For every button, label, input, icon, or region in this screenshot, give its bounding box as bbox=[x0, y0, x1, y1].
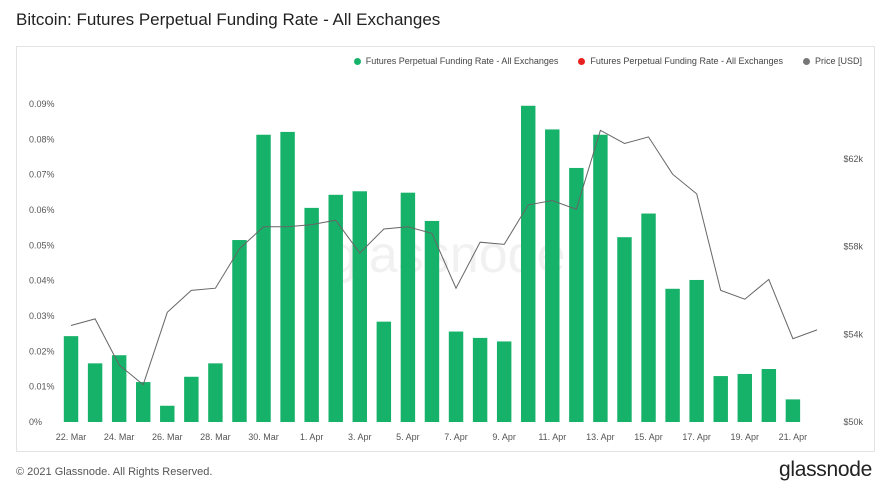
y-left-tick-label: 0.05% bbox=[29, 240, 55, 250]
x-tick-label: 7. Apr bbox=[444, 432, 468, 442]
legend-item-funding-rate[interactable]: Futures Perpetual Funding Rate - All Exc… bbox=[353, 56, 559, 66]
bar bbox=[256, 134, 271, 422]
bar bbox=[208, 363, 223, 422]
y-left-tick-label: 0% bbox=[29, 417, 42, 427]
bar bbox=[184, 376, 199, 422]
legend-dot-icon bbox=[802, 57, 810, 65]
bar bbox=[665, 288, 680, 422]
legend-dot-icon bbox=[353, 57, 361, 65]
legend-label: Futures Perpetual Funding Rate - All Exc… bbox=[590, 56, 783, 66]
legend-item-price[interactable]: Price [USD] bbox=[802, 56, 862, 66]
bar bbox=[617, 237, 632, 422]
y-left-tick-label: 0.03% bbox=[29, 311, 55, 321]
page-title: Bitcoin: Futures Perpetual Funding Rate … bbox=[16, 10, 441, 29]
price-line bbox=[70, 129, 818, 386]
bar bbox=[352, 191, 367, 422]
x-tick-label: 24. Mar bbox=[104, 432, 135, 442]
copyright-text: © 2021 Glassnode. All Rights Reserved. bbox=[16, 466, 213, 478]
x-tick-label: 21. Apr bbox=[779, 432, 808, 442]
legend-dot-icon bbox=[578, 57, 586, 65]
legend-label: Price [USD] bbox=[814, 56, 862, 66]
legend-item-funding-rate-negative[interactable]: Futures Perpetual Funding Rate - All Exc… bbox=[578, 56, 783, 66]
y-right-tick-label: $58k bbox=[843, 242, 863, 252]
y-left-tick-label: 0.01% bbox=[29, 382, 55, 392]
y-left-tick-label: 0.08% bbox=[29, 134, 55, 144]
bar bbox=[63, 336, 79, 422]
bar bbox=[160, 405, 175, 422]
bar bbox=[593, 134, 608, 422]
glassnode-logo[interactable]: glassnode bbox=[778, 458, 872, 481]
bar bbox=[280, 131, 295, 422]
bar bbox=[737, 373, 752, 422]
x-tick-label: 28. Mar bbox=[200, 432, 231, 442]
bar bbox=[641, 213, 656, 422]
x-tick-label: 22. Mar bbox=[56, 432, 87, 442]
bar bbox=[328, 194, 343, 422]
x-tick-label: 19. Apr bbox=[731, 432, 760, 442]
bar bbox=[689, 279, 704, 422]
y-right-tick-label: $50k bbox=[843, 417, 863, 427]
y-left-tick-label: 0.04% bbox=[29, 276, 55, 286]
chart-panel: Futures Perpetual Funding Rate - All Exc… bbox=[16, 46, 875, 452]
x-tick-label: 30. Mar bbox=[248, 432, 279, 442]
bar bbox=[472, 337, 488, 422]
bar bbox=[136, 382, 151, 422]
x-tick-label: 3. Apr bbox=[348, 432, 372, 442]
x-tick-label: 15. Apr bbox=[634, 432, 663, 442]
funding-rate-chart: glassnode0%0.01%0.02%0.03%0.04%0.05%0.06… bbox=[29, 99, 863, 442]
bar bbox=[713, 376, 728, 422]
bar bbox=[304, 207, 319, 422]
bar bbox=[761, 369, 777, 422]
bar bbox=[111, 355, 127, 422]
y-left-tick-label: 0.09% bbox=[29, 99, 55, 109]
bar bbox=[87, 363, 103, 422]
y-right-tick-label: $54k bbox=[843, 329, 863, 339]
x-tick-label: 9. Apr bbox=[492, 432, 516, 442]
y-left-tick-label: 0.02% bbox=[29, 346, 55, 356]
legend-label: Futures Perpetual Funding Rate - All Exc… bbox=[365, 56, 559, 66]
bar bbox=[569, 167, 584, 422]
bar bbox=[376, 321, 392, 422]
bar bbox=[232, 240, 247, 422]
bar bbox=[545, 129, 560, 422]
x-tick-label: 11. Apr bbox=[538, 432, 566, 442]
x-tick-label: 1. Apr bbox=[300, 432, 324, 442]
y-left-tick-label: 0.07% bbox=[29, 170, 55, 180]
chart-legend: Futures Perpetual Funding Rate - All Exc… bbox=[353, 56, 862, 66]
bar bbox=[496, 341, 512, 422]
x-tick-label: 26. Mar bbox=[152, 432, 183, 442]
bar bbox=[400, 192, 416, 422]
x-tick-label: 13. Apr bbox=[586, 432, 615, 442]
x-tick-label: 17. Apr bbox=[682, 432, 711, 442]
y-left-tick-label: 0.06% bbox=[29, 205, 55, 215]
x-tick-label: 5. Apr bbox=[396, 432, 420, 442]
bar bbox=[448, 331, 464, 422]
y-right-tick-label: $62k bbox=[843, 154, 863, 164]
bar bbox=[521, 105, 536, 422]
bar bbox=[785, 399, 801, 422]
bar bbox=[424, 220, 440, 422]
